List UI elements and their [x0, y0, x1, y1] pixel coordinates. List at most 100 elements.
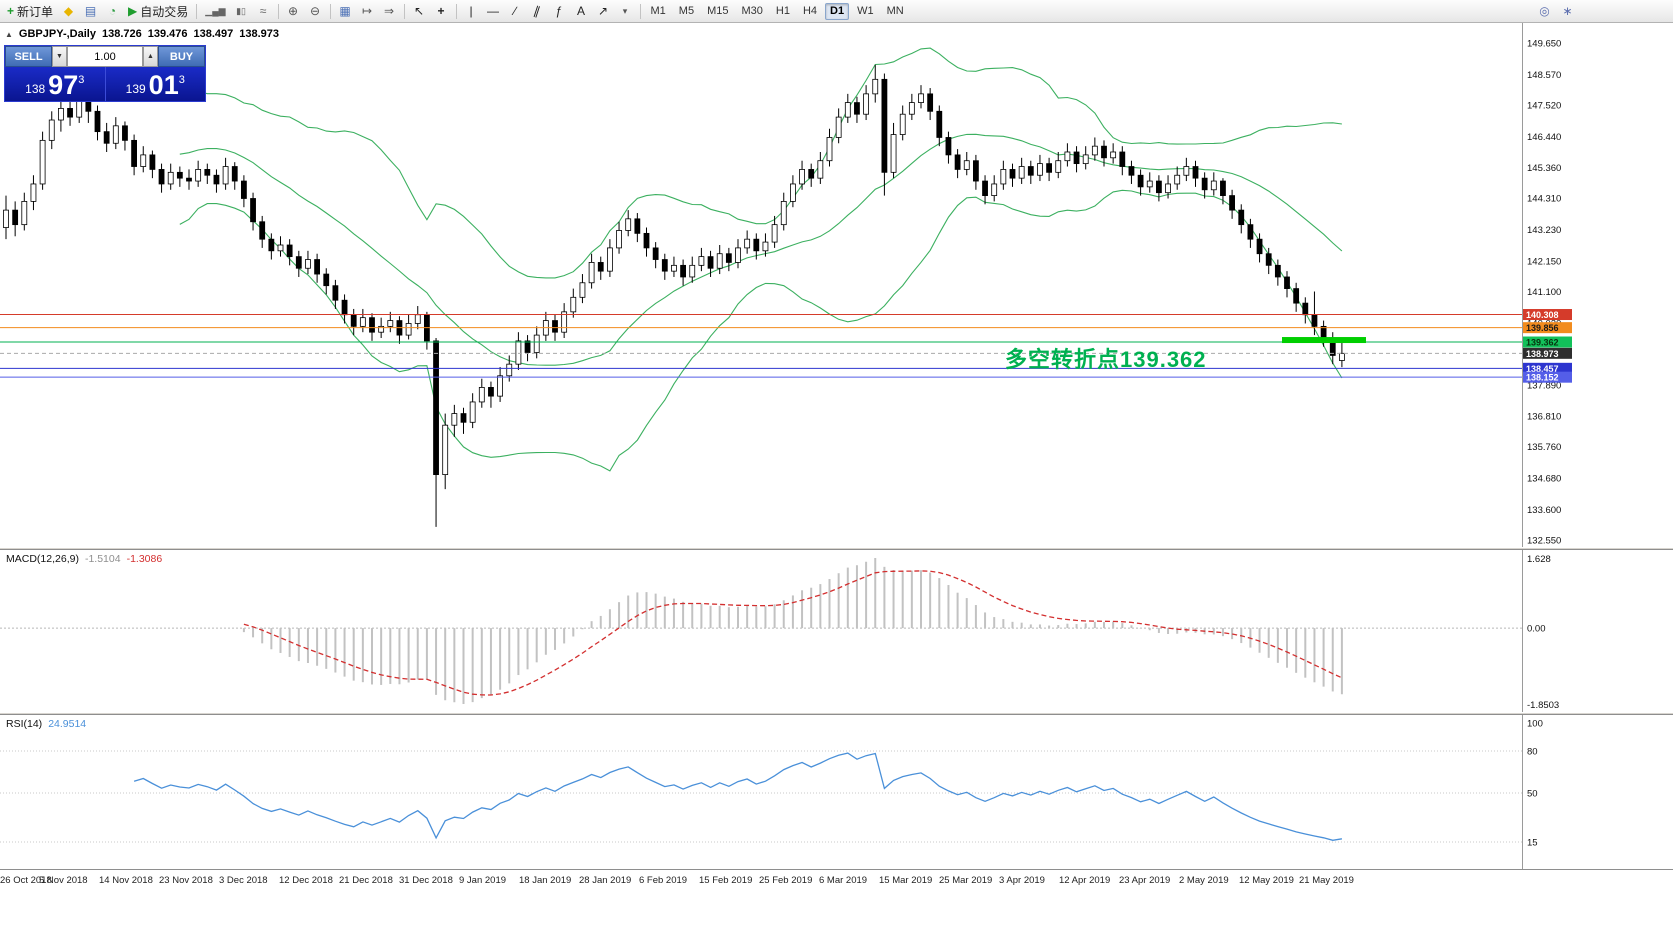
vertical-line-icon[interactable]: | — [461, 2, 482, 21]
equidistant-channel-icon[interactable]: ∥ — [527, 2, 548, 21]
new-order-button[interactable]: + 新订单 — [3, 2, 57, 21]
toolbar-separator — [329, 3, 331, 19]
price-axis-label: 134.680 — [1527, 474, 1561, 485]
buy-button[interactable]: BUY — [158, 46, 205, 67]
cursor-icon[interactable]: ↖ — [409, 2, 430, 21]
buy-price-prefix: 139 — [125, 82, 146, 96]
arrows-dropdown-icon: ▾ — [622, 5, 628, 16]
timeframe-m30-button[interactable]: M30 — [736, 3, 767, 20]
symbol-header: ▲ GBPJPY-,Daily 138.726 139.476 138.497 … — [5, 28, 279, 40]
time-axis-label: 15 Feb 2019 — [699, 875, 753, 886]
sell-button[interactable]: SELL — [5, 46, 52, 67]
timeframe-m15-button[interactable]: M15 — [702, 3, 733, 20]
profiles-icon[interactable]: ▤ — [80, 2, 101, 21]
time-axis-label: 14 Nov 2018 — [99, 875, 153, 886]
panel-divider[interactable] — [0, 547, 1673, 550]
horizontal-line-icon[interactable]: — — [483, 2, 504, 21]
time-axis-label: 28 Jan 2019 — [579, 875, 632, 886]
new-order-icon: + — [7, 4, 15, 18]
buy-price[interactable]: 139 01 3 — [106, 67, 206, 101]
timeframe-h4-button[interactable]: H4 — [798, 3, 822, 20]
autotrading-button-label: 自动交易 — [140, 4, 189, 19]
macd-name: MACD(12,26,9) — [6, 553, 79, 565]
chart-shift-icon[interactable]: ⇒ — [379, 2, 400, 21]
chart-shift-icon: ⇒ — [383, 4, 395, 18]
timeframe-w1-button[interactable]: W1 — [852, 3, 879, 20]
macd-indicator-chart: 1.628 0.00 -1.8503 — [0, 550, 1559, 712]
ohlc-open: 138.726 — [101, 28, 142, 40]
toolbar: + 新订单 ◆ ▤ ◔ ▶ 自动交易 ▁▄▆ ▮▯ ≈ ⊕ ⊖ ▦ ↦ ⇒ ↖ + | — ∕ ∥ ƒ A ↗ ▾ M1 M5 M15… — [0, 0, 1673, 23]
bar-chart-type-icon[interactable]: ▁▄▆ — [201, 2, 229, 21]
price-axis-label: 145.360 — [1527, 163, 1561, 174]
fibonacci-icon[interactable]: ƒ — [549, 2, 570, 21]
rsi-name: RSI(14) — [6, 718, 43, 730]
zoom-in-icon[interactable]: ⊕ — [283, 2, 304, 21]
pivot-line-139362-tag — [1523, 336, 1572, 348]
toolbar-separator — [277, 3, 279, 19]
new-order-button-label: 新订单 — [17, 4, 54, 19]
price-axis-label: 135.760 — [1527, 442, 1561, 453]
autotrading-button[interactable]: ▶ 自动交易 — [124, 2, 192, 21]
rsi-indicator-chart: 100 80 50 15 — [0, 715, 1543, 869]
autotrading-icon: ▶ — [128, 4, 138, 18]
macd-axis-label: 0.00 — [1527, 624, 1546, 635]
timeframe-m1-button[interactable]: M1 — [646, 3, 671, 20]
metaeditor-icon[interactable]: ◆ — [58, 2, 79, 21]
panel-collapse-icon[interactable]: ▲ — [5, 29, 13, 39]
price-axis-label: 147.520 — [1527, 100, 1561, 111]
line-chart-type-icon[interactable]: ≈ — [253, 2, 274, 21]
pivot-line-139362-tag-label: 139.362 — [1526, 338, 1559, 348]
panel-divider[interactable] — [0, 712, 1673, 715]
pivot-highlight-bar[interactable] — [1282, 337, 1366, 344]
settings-icon: ∗ — [1562, 4, 1573, 18]
tile-windows-icon[interactable]: ▦ — [335, 2, 356, 21]
volume-increase-button[interactable]: ▲ — [143, 46, 158, 67]
chevron-down-icon: ▼ — [56, 53, 63, 60]
toolbar-separator — [639, 3, 641, 19]
ohlc-close: 138.973 — [239, 28, 280, 40]
history-center-icon[interactable]: ◔ — [102, 2, 123, 21]
crosshair-icon: + — [437, 4, 445, 18]
fibonacci-icon: ƒ — [555, 4, 563, 18]
crosshair-icon[interactable]: + — [431, 2, 452, 21]
trendline-icon[interactable]: ∕ — [505, 2, 526, 21]
time-axis-label: 26 Oct 2018 — [0, 875, 52, 886]
time-axis-label: 6 Feb 2019 — [639, 875, 688, 886]
arrows-tool-icon[interactable]: ↗ — [593, 2, 614, 21]
macd-axis-label: 1.628 — [1527, 554, 1551, 565]
price-axis-label: 142.150 — [1527, 256, 1561, 267]
timeframe-h1-button[interactable]: H1 — [771, 3, 795, 20]
settings-icon[interactable]: ∗ — [1557, 2, 1578, 21]
bollinger-lower-band — [179, 189, 1343, 472]
candlestick-chart-type-icon[interactable]: ▮▯ — [231, 2, 252, 21]
time-axis-label: 6 Mar 2019 — [819, 875, 868, 886]
toolbar-separator — [196, 3, 198, 19]
auto-scroll-icon[interactable]: ↦ — [357, 2, 378, 21]
sell-price[interactable]: 138 97 3 — [5, 67, 105, 101]
current-price-line-tag-label: 138.973 — [1526, 349, 1559, 359]
annotation-text[interactable]: 多空转折点139.362 — [1005, 347, 1207, 372]
volume-dropdown-button[interactable]: ▼ — [52, 46, 67, 67]
arrows-dropdown-icon[interactable]: ▾ — [615, 2, 636, 21]
timeframe-mn-button[interactable]: MN — [882, 3, 909, 20]
price-axis-label: 148.570 — [1527, 70, 1561, 81]
zoom-out-icon[interactable]: ⊖ — [305, 2, 326, 21]
volume-input[interactable] — [67, 46, 143, 67]
line-chart-type-icon: ≈ — [259, 4, 267, 18]
time-axis-label: 12 May 2019 — [1239, 875, 1294, 886]
timeframe-d1-button[interactable]: D1 — [825, 2, 850, 20]
arrows-tool-icon: ↗ — [597, 4, 609, 18]
rsi-axis-label: 80 — [1527, 747, 1538, 758]
sell-price-sup: 3 — [78, 74, 85, 86]
price-axis-label: 149.650 — [1527, 39, 1561, 50]
rsi-axis-label: 15 — [1527, 838, 1538, 849]
text-tool-icon[interactable]: A — [571, 2, 592, 21]
price-chart[interactable]: 149.650 148.570 147.520 146.440 145.360 144.3… — [0, 23, 1673, 547]
support-line-138152-tag-label: 138.152 — [1526, 373, 1559, 383]
buy-price-sup: 3 — [178, 74, 185, 86]
text-tool-icon: A — [577, 4, 586, 18]
search-icon[interactable]: ◎ — [1534, 2, 1555, 21]
time-axis-label: 2 May 2019 — [1179, 875, 1229, 886]
timeframe-m5-button[interactable]: M5 — [674, 3, 699, 20]
price-axis-label: 136.810 — [1527, 412, 1561, 423]
